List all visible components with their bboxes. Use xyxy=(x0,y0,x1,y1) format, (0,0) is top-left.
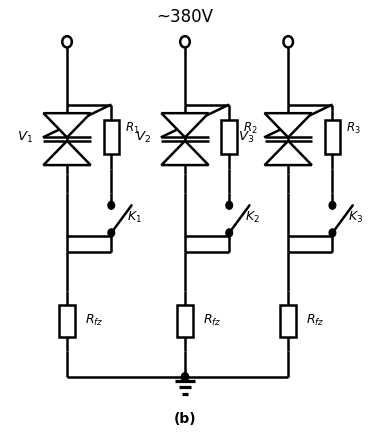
Polygon shape xyxy=(43,113,91,138)
Circle shape xyxy=(329,229,336,237)
Polygon shape xyxy=(265,113,312,138)
Text: $R_2$: $R_2$ xyxy=(242,121,257,136)
Circle shape xyxy=(329,201,336,209)
Text: $V_1$: $V_1$ xyxy=(17,129,33,145)
Polygon shape xyxy=(265,141,312,165)
Bar xyxy=(280,305,296,337)
Bar xyxy=(59,305,75,337)
Text: $R_3$: $R_3$ xyxy=(346,121,360,136)
Bar xyxy=(104,120,119,154)
Text: $R_1$: $R_1$ xyxy=(125,121,139,136)
Circle shape xyxy=(226,201,233,209)
Text: $R_{fz}$: $R_{fz}$ xyxy=(306,313,324,329)
Polygon shape xyxy=(161,141,209,165)
Text: ~380V: ~380V xyxy=(157,8,213,26)
Bar xyxy=(325,120,340,154)
Circle shape xyxy=(108,201,115,209)
Text: (b): (b) xyxy=(174,412,196,427)
Text: $R_{fz}$: $R_{fz}$ xyxy=(203,313,221,329)
Circle shape xyxy=(108,229,115,237)
Text: $V_2$: $V_2$ xyxy=(135,129,151,145)
Circle shape xyxy=(181,373,189,381)
Bar xyxy=(177,305,193,337)
Polygon shape xyxy=(161,113,209,138)
Text: $K_1$: $K_1$ xyxy=(127,210,142,224)
Polygon shape xyxy=(43,141,91,165)
Text: $R_{fz}$: $R_{fz}$ xyxy=(85,313,103,329)
Text: $K_3$: $K_3$ xyxy=(348,210,363,224)
Circle shape xyxy=(226,229,233,237)
Bar xyxy=(222,120,237,154)
Text: $K_2$: $K_2$ xyxy=(245,210,259,224)
Text: $V_3$: $V_3$ xyxy=(238,129,254,145)
